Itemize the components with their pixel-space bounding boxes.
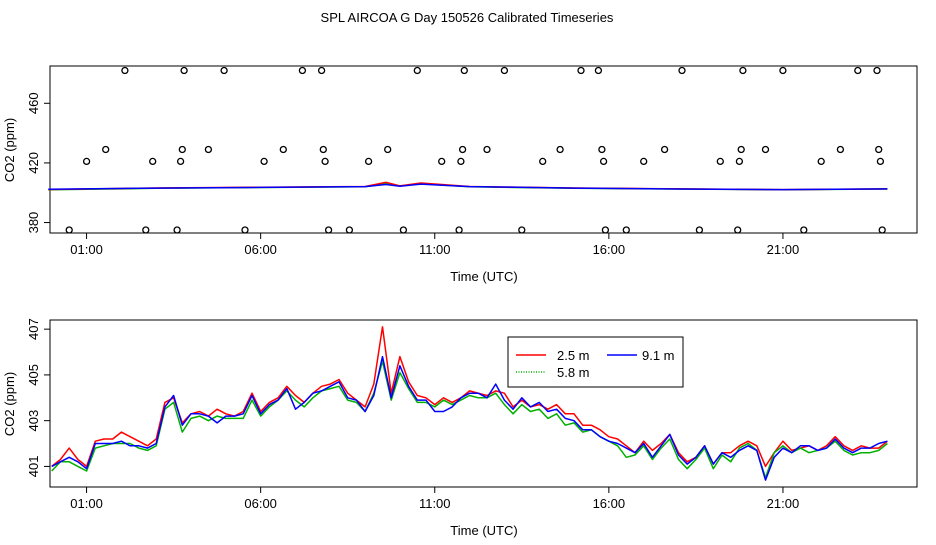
data-point [873, 66, 881, 75]
data-point [65, 226, 73, 234]
y-tick-label-bottom: 401 [26, 456, 41, 478]
data-point [220, 66, 228, 75]
data-point [324, 226, 333, 234]
data-point [457, 157, 465, 166]
data-point [875, 145, 883, 154]
legend-label-2-5m: 2.5 m [557, 348, 590, 363]
data-point [836, 145, 845, 154]
data-point [279, 145, 287, 154]
data-point [734, 226, 742, 234]
legend-box [507, 336, 684, 388]
series-line-bottom-0 [51, 326, 888, 468]
data-point [413, 66, 421, 75]
data-point [601, 226, 610, 234]
panel-bottom: Time (UTC) CO2 (ppm) 2.5 m 9.1 m 5.8 m 0… [2, 318, 918, 538]
data-point [518, 226, 526, 234]
data-point [241, 226, 249, 234]
data-point [180, 66, 188, 75]
ylabel-top: CO2 (ppm) [2, 118, 17, 182]
data-point [878, 226, 886, 234]
x-tick-label-bottom: 06:00 [244, 496, 277, 511]
data-point [204, 145, 213, 154]
data-point [321, 157, 329, 166]
x-tick-label-bottom: 16:00 [593, 496, 626, 511]
data-point [779, 66, 787, 75]
data-point [622, 226, 630, 234]
legend-label-9-1m: 9.1 m [642, 348, 675, 363]
data-point [102, 145, 110, 154]
data-point [319, 145, 327, 154]
data-point [298, 66, 307, 75]
series-line-bottom-1 [51, 360, 888, 479]
y-tick-label-top: 420 [26, 152, 41, 174]
data-point [598, 145, 606, 154]
panel-top: Time (UTC) CO2 (ppm) 01:00 06:00 11:00 16:0… [2, 65, 918, 284]
data-point [817, 157, 825, 166]
y-tick-label-bottom: 405 [26, 364, 41, 386]
x-tick-label-bottom: 21:00 [767, 496, 800, 511]
data-point [678, 66, 686, 75]
data-point [345, 226, 354, 234]
data-point [500, 66, 509, 75]
x-tick-label-top: 06:00 [244, 242, 277, 257]
data-point [458, 145, 467, 154]
data-point [556, 145, 564, 154]
y-tick-label-top: 460 [26, 92, 41, 114]
x-tick-label-top: 11:00 [419, 242, 451, 257]
data-point [599, 157, 608, 166]
data-point [539, 157, 547, 166]
data-point [82, 157, 91, 166]
series-line-bottom-2 [51, 355, 888, 481]
data-point [455, 226, 463, 234]
y-tick-label-bottom: 407 [26, 318, 41, 340]
x-tick-label-top: 16:00 [593, 242, 626, 257]
data-point [695, 226, 704, 234]
data-point [594, 66, 603, 75]
data-point [260, 157, 268, 166]
data-point [739, 66, 747, 75]
data-point [317, 66, 326, 75]
data-point [173, 226, 181, 234]
xlabel-top: Time (UTC) [450, 269, 517, 284]
x-tick-label-bottom: 01:00 [70, 496, 103, 511]
data-point [438, 157, 446, 166]
data-point [149, 157, 157, 166]
x-tick-label-top: 01:00 [70, 242, 103, 257]
data-point [483, 145, 491, 154]
data-point [660, 145, 669, 154]
data-point [800, 226, 808, 234]
data-point [460, 66, 468, 75]
y-tick-label-bottom: 403 [26, 410, 41, 432]
x-tick-label-top: 21:00 [767, 242, 800, 257]
data-point [737, 145, 745, 154]
data-point [577, 66, 585, 75]
data-point [761, 145, 770, 154]
plot-frame-bottom [49, 319, 918, 488]
y-tick-label-top: 380 [26, 212, 41, 234]
xlabel-bottom: Time (UTC) [450, 523, 517, 538]
legend-label-5-8m: 5.8 m [557, 365, 590, 380]
data-point [178, 145, 186, 154]
data-point [384, 145, 392, 154]
data-point [876, 157, 885, 166]
data-point [640, 157, 648, 166]
page-title: SPL AIRCOA G Day 150526 Calibrated Times… [321, 10, 614, 25]
data-point [735, 157, 744, 166]
series-line-top-2 [48, 183, 888, 191]
data-point [364, 157, 373, 166]
data-point [121, 66, 129, 75]
data-point [854, 66, 862, 75]
plot-frame-top [49, 65, 918, 234]
data-point [176, 157, 185, 166]
legend: 2.5 m 9.1 m 5.8 m [507, 336, 684, 388]
data-point [142, 226, 150, 234]
data-point [716, 157, 724, 166]
data-point [399, 226, 408, 234]
ylabel-bottom: CO2 (ppm) [2, 372, 17, 436]
x-tick-label-bottom: 11:00 [419, 496, 451, 511]
